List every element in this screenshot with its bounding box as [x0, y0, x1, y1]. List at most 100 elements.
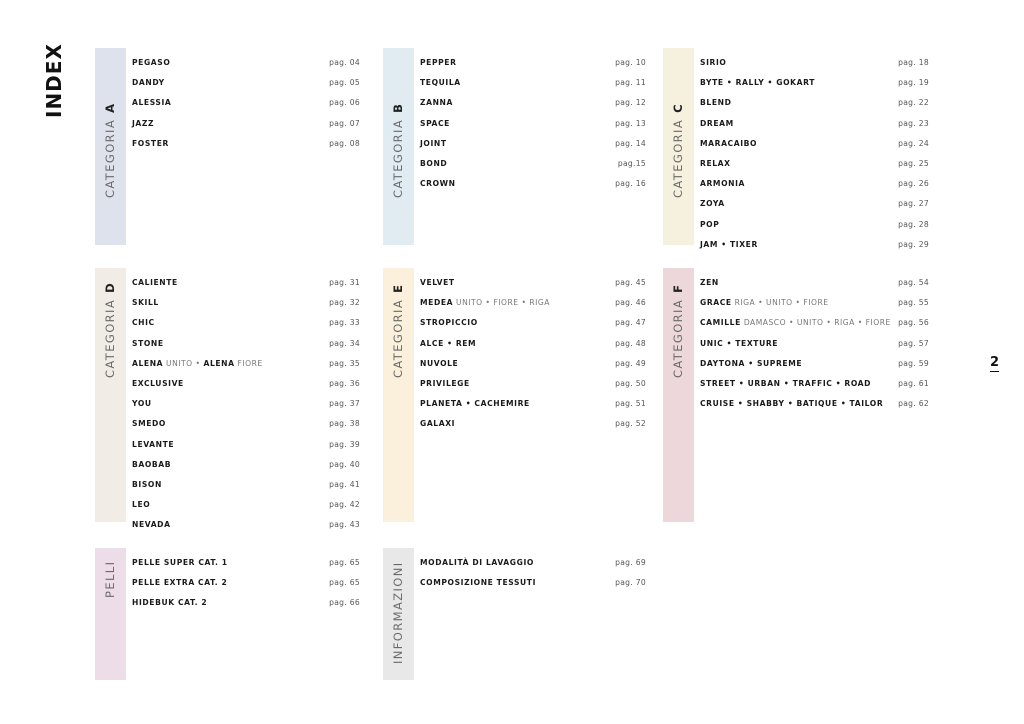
entry-page-ref: pag. 36 [329, 379, 360, 388]
index-entry: EXCLUSIVE pag. 36 [132, 377, 360, 391]
index-entry: STONE pag. 34 [132, 337, 360, 351]
entry-name: CRUISE • SHABBY • BATIQUE • TAILOR [700, 399, 884, 409]
section-label-text: CATEGORIA [103, 118, 117, 198]
entry-name: HIDEBUK CAT. 2 [132, 598, 208, 608]
entry-name: STROPICCIO [420, 318, 478, 328]
entry-page-ref: pag. 51 [615, 399, 646, 409]
section-label: CATEGORIA F [671, 284, 685, 378]
entry-name: CROWN [420, 179, 456, 189]
entry-name: MARACAIBO [700, 138, 758, 148]
entry-page-ref: pag. 04 [329, 58, 360, 67]
section-color-bar: CATEGORIA C [663, 48, 694, 245]
entry-name: PRIVILEGE [420, 379, 470, 388]
entry-page-ref: pag. 48 [615, 338, 646, 348]
entry-name: ZOYA [700, 199, 725, 209]
section-color-bar: INFORMAZIONI [383, 548, 414, 680]
section-label-text: CATEGORIA [391, 298, 405, 378]
entry-page-ref: pag. 42 [329, 500, 360, 510]
section-color-bar: CATEGORIA E [383, 268, 414, 522]
entry-page-ref: pag. 18 [898, 58, 929, 67]
index-entry: SIRIO pag. 18 [700, 56, 929, 70]
entry-page-ref: pag. 25 [898, 159, 929, 168]
entry-page-ref: pag. 59 [898, 358, 929, 368]
index-entry: ALCE • REM pag. 48 [420, 337, 646, 351]
index-entry: GALAXI pag. 52 [420, 417, 646, 431]
index-entry: BLEND pag. 22 [700, 96, 929, 110]
entry-name: FOSTER [132, 138, 169, 148]
index-entry: SKILL pag. 32 [132, 296, 360, 310]
entry-page-ref: pag. 65 [329, 558, 360, 567]
entry-page-ref: pag. 19 [898, 78, 929, 88]
index-entry: ARMONIA pag. 26 [700, 177, 929, 191]
entry-page-ref: pag. 13 [615, 118, 646, 128]
entry-page-ref: pag. 46 [615, 298, 646, 308]
index-entry: NEVADA pag. 43 [132, 518, 360, 532]
index-entry: NUVOLE pag. 49 [420, 357, 646, 371]
index-entry: CAMILLE DAMASCO • UNITO • RIGA • FIORE pa… [700, 316, 929, 330]
section-label-text: CATEGORIA [391, 118, 405, 198]
section-label-text: CATEGORIA [671, 118, 685, 198]
section-color-bar: CATEGORIA F [663, 268, 694, 522]
entry-name: RELAX [700, 159, 731, 168]
entry-page-ref: pag. 37 [329, 399, 360, 409]
index-entry: POP pag. 28 [700, 218, 929, 232]
entry-page-ref: pag. 34 [329, 338, 360, 348]
entry-name: YOU [132, 399, 152, 409]
entry-page-ref: pag. 65 [329, 578, 360, 588]
entry-page-ref: pag. 28 [898, 219, 929, 229]
entry-page-ref: pag. 55 [898, 298, 929, 308]
entry-name: STREET • URBAN • TRAFFIC • ROAD [700, 379, 872, 388]
entry-name: JOINT [420, 138, 447, 148]
index-entry: DREAM pag. 23 [700, 117, 929, 131]
entry-name: PEGASO [132, 58, 171, 67]
entry-name: COMPOSIZIONE TESSUTI [420, 578, 537, 588]
index-entry: ZEN pag. 54 [700, 276, 929, 290]
index-entry: ZOYA pag. 27 [700, 197, 929, 211]
section-label: CATEGORIA C [671, 103, 685, 198]
index-entry: YOU pag. 37 [132, 397, 360, 411]
entry-page-ref: pag. 22 [898, 98, 929, 108]
index-entry: MARACAIBO pag. 24 [700, 137, 929, 151]
entry-name: ZANNA [420, 98, 453, 108]
entry-name: TEQUILA [420, 78, 461, 88]
index-entry: ALESSIA pag. 06 [132, 96, 360, 110]
index-title: INDEX [42, 43, 66, 118]
entry-page-ref: pag. 57 [898, 338, 929, 348]
entry-page-ref: pag. 07 [329, 118, 360, 128]
index-entry: DANDY pag. 05 [132, 76, 360, 90]
index-entry: SPACE pag. 13 [420, 117, 646, 131]
section-letter: C [671, 103, 685, 113]
entry-name: PEPPER [420, 58, 457, 67]
entry-page-ref: pag. 32 [329, 298, 360, 308]
entry-page-ref: pag. 05 [329, 78, 360, 88]
entry-name: CHIC [132, 318, 155, 328]
entry-page-ref: pag. 54 [898, 278, 929, 287]
entry-name: JAZZ [132, 118, 155, 128]
index-entry: CALIENTE pag. 31 [132, 276, 360, 290]
index-entry: ZANNA pag. 12 [420, 96, 646, 110]
index-entry: PELLE SUPER CAT. 1 pag. 65 [132, 556, 360, 570]
entry-variants: UNITO • FIORE • RIGA [453, 298, 551, 308]
entry-page-ref: pag. 29 [898, 239, 929, 249]
entry-variants: UNITO • [163, 358, 204, 368]
entry-name: SMEDO [132, 419, 166, 429]
index-entry: MEDEA UNITO • FIORE • RIGA pag. 46 [420, 296, 646, 310]
entry-name: PELLE EXTRA CAT. 2 [132, 578, 228, 588]
index-entry: JAZZ pag. 07 [132, 117, 360, 131]
entry-page-ref: pag. 23 [898, 118, 929, 128]
index-entry: STROPICCIO pag. 47 [420, 316, 646, 330]
section-label-text: PELLI [103, 560, 117, 598]
entry-page-ref: pag. 61 [898, 379, 929, 388]
index-entry: PELLE EXTRA CAT. 2 pag. 65 [132, 576, 360, 590]
entry-name: GALAXI [420, 419, 456, 429]
section-color-bar: PELLI [95, 548, 126, 680]
entry-page-ref: pag. 41 [329, 480, 360, 489]
entry-page-ref: pag. 47 [615, 318, 646, 328]
entry-name: STONE [132, 338, 164, 348]
index-entry: COMPOSIZIONE TESSUTI pag. 70 [420, 576, 646, 590]
entry-page-ref: pag. 14 [615, 138, 646, 148]
index-entry: STREET • URBAN • TRAFFIC • ROAD pag. 61 [700, 377, 929, 391]
entry-page-ref: pag. 62 [898, 399, 929, 409]
entry-page-ref: pag. 50 [615, 379, 646, 388]
entry-name: DANDY [132, 78, 165, 88]
